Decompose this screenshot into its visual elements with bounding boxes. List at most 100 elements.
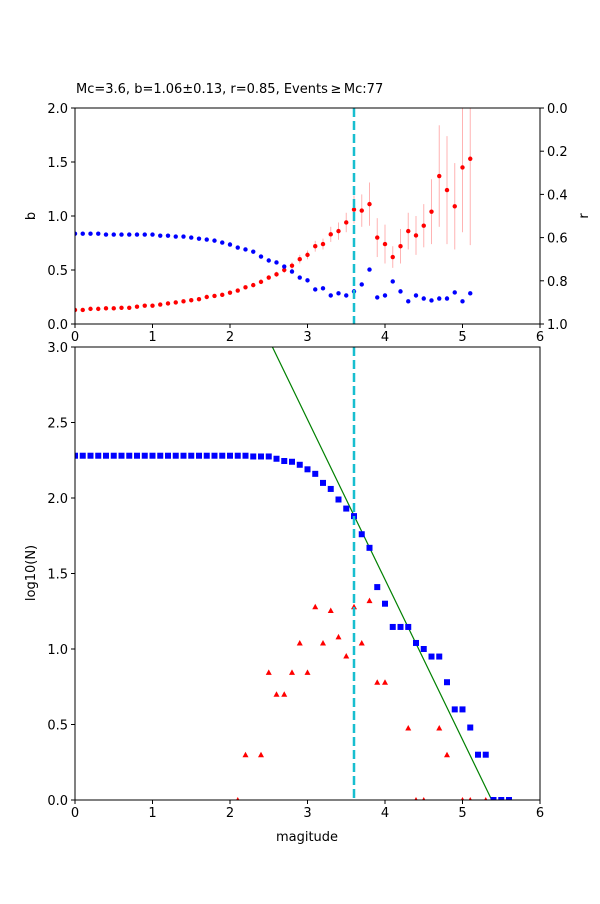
cumulative-point	[389, 623, 396, 630]
cumulative-point	[335, 496, 342, 503]
b-value-point	[421, 223, 426, 228]
r-value-point	[165, 233, 171, 238]
r-value-point	[336, 291, 341, 296]
noncumulative-point	[468, 797, 472, 800]
right-y-tick-label: 0.4	[547, 188, 568, 203]
noncumulative-point	[343, 652, 350, 659]
noncumulative-point	[265, 669, 272, 675]
b-value-point	[468, 156, 473, 161]
r-value-point	[243, 247, 248, 252]
cumulative-point	[75, 452, 78, 459]
r-value-point	[235, 245, 240, 250]
cumulative-point	[211, 452, 218, 459]
b-value-point	[111, 306, 116, 311]
b-value-point	[204, 294, 209, 300]
cumulative-point	[149, 452, 156, 459]
cumulative-point	[118, 452, 125, 459]
r-value-point	[359, 282, 364, 287]
b-value-point	[88, 306, 93, 312]
noncumulative-point	[242, 751, 249, 758]
cumulative-point	[141, 452, 148, 459]
cumulative-point	[327, 485, 334, 492]
b-value-point	[305, 252, 310, 258]
b-value-point	[375, 235, 380, 240]
b-value-point	[336, 228, 341, 234]
x-tick-label: 5	[458, 330, 466, 345]
b-value-point	[382, 241, 388, 247]
b-value-point	[150, 303, 155, 308]
b-value-point	[158, 302, 163, 307]
noncumulative-point	[236, 797, 240, 800]
r-value-point	[406, 299, 411, 304]
y-tick-label: 1.0	[47, 210, 68, 225]
cumulative-point	[296, 461, 303, 468]
r-value-point	[444, 296, 450, 301]
x-tick-label: 6	[536, 330, 544, 345]
b-value-point	[243, 285, 248, 290]
b-value-point	[406, 228, 411, 234]
y-tick-label: 2.0	[47, 492, 68, 507]
cumulative-point	[180, 452, 187, 459]
plot-area	[75, 108, 473, 313]
noncumulative-point	[366, 597, 373, 604]
b-value-point	[460, 165, 465, 170]
x-tick-label: 1	[148, 806, 156, 821]
cumulative-point	[436, 653, 443, 660]
cumulative-point	[157, 452, 164, 459]
b-value-point	[444, 187, 450, 193]
right-y-tick-label: 1.0	[547, 318, 568, 333]
cumulative-point	[413, 639, 419, 646]
y-tick-label: 3.0	[47, 341, 68, 356]
r-value-point	[142, 232, 147, 237]
cumulative-point	[451, 706, 458, 713]
r-value-point	[367, 267, 372, 272]
r-value-point	[320, 286, 326, 291]
noncumulative-point	[414, 797, 418, 800]
r-value-point	[220, 240, 225, 245]
y-tick-label: 0.5	[47, 264, 68, 279]
r-value-point	[297, 275, 302, 280]
right-y-tick-label: 0.8	[547, 275, 568, 290]
r-value-point	[150, 232, 155, 237]
cumulative-point	[134, 452, 140, 459]
cumulative-point	[258, 453, 264, 460]
b-value-point	[227, 290, 233, 295]
r-value-point	[390, 279, 395, 284]
noncumulative-point	[312, 603, 319, 610]
noncumulative-point	[320, 639, 326, 646]
noncumulative-point	[358, 639, 365, 646]
right-y-tick-label: 0.6	[547, 232, 568, 247]
cumulative-point	[506, 797, 512, 800]
cumulative-point	[87, 452, 94, 459]
r-value-point	[421, 296, 426, 301]
cumulative-point	[312, 470, 319, 477]
r-value-point	[289, 269, 295, 274]
r-value-point	[96, 231, 101, 236]
noncumulative-point	[327, 607, 334, 613]
y-tick-label: 2.5	[47, 417, 68, 432]
cumulative-point	[444, 679, 450, 686]
r-value-point	[344, 293, 349, 298]
r-value-point	[251, 249, 256, 254]
y-tick-label: 0.0	[47, 794, 68, 809]
r-value-point	[189, 235, 194, 240]
cumulative-point	[459, 706, 466, 713]
noncumulative-point	[296, 639, 303, 646]
b-value-point	[437, 173, 442, 179]
plot-area	[75, 347, 512, 800]
cumulative-point	[95, 452, 102, 459]
r-value-point	[119, 232, 124, 237]
b-value-point	[328, 232, 333, 237]
cumulative-point	[358, 531, 365, 538]
x-tick-label: 2	[226, 330, 234, 345]
b-value-point	[282, 267, 287, 273]
b-value-point	[429, 209, 434, 214]
b-value-point	[165, 301, 171, 306]
b-value-point	[398, 244, 403, 249]
cumulative-point	[281, 458, 288, 465]
r-value-point	[429, 298, 434, 303]
r-value-point	[227, 242, 233, 247]
cumulative-point	[475, 751, 481, 758]
noncumulative-point	[289, 669, 295, 675]
x-tick-label: 4	[381, 806, 389, 821]
